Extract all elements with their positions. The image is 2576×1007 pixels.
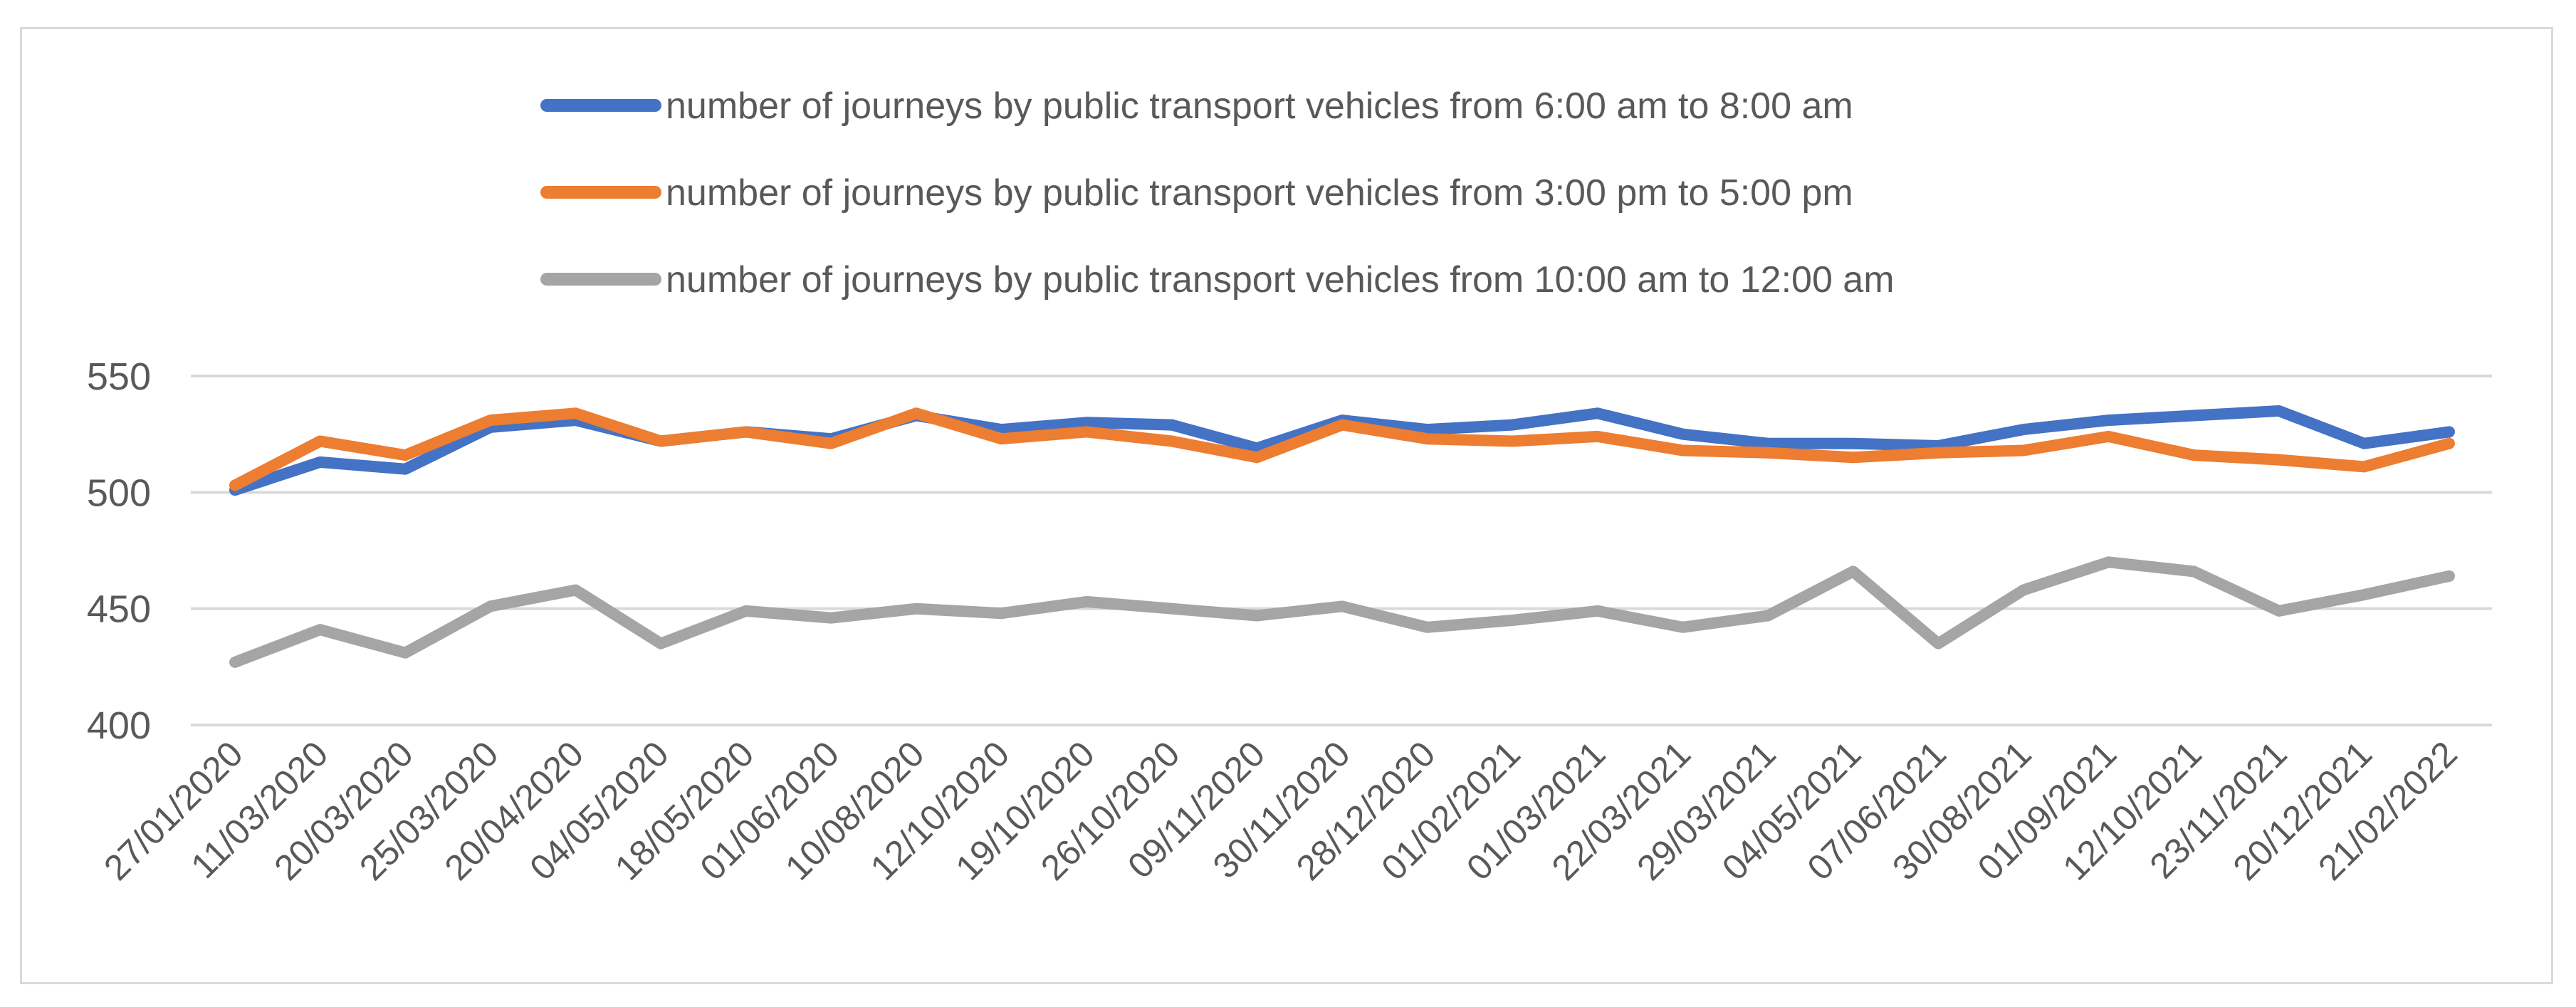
x-axis-tick-labels: 27/01/202011/03/202020/03/202025/03/2020… xyxy=(96,734,2465,888)
legend-label-3: number of journeys by public transport v… xyxy=(666,259,1895,301)
series-line-2 xyxy=(229,407,2455,491)
series-lines xyxy=(229,405,2455,668)
chart-area xyxy=(20,27,2553,984)
y-tick-label: 500 xyxy=(87,471,151,514)
legend-label-1: number of journeys by public transport v… xyxy=(666,85,1853,127)
series-line-3 xyxy=(229,556,2455,668)
y-tick-label: 450 xyxy=(87,588,151,631)
y-tick-label: 400 xyxy=(87,704,151,747)
y-tick-label: 550 xyxy=(87,355,151,398)
legend-label-2: number of journeys by public transport v… xyxy=(666,172,1853,214)
legend: number of journeys by public transport v… xyxy=(540,85,1895,301)
y-axis-tick-labels: 400 450 500 550 xyxy=(87,355,151,747)
